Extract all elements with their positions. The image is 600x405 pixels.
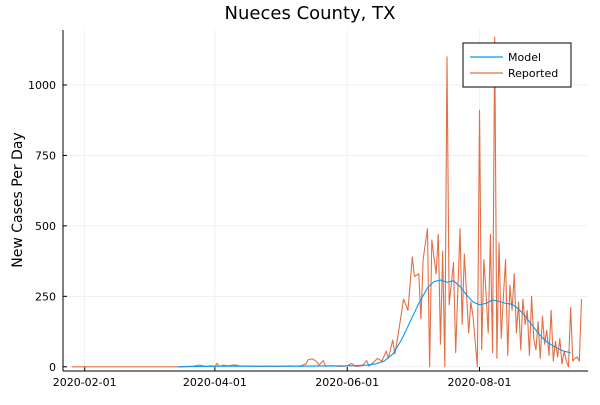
y-axis-label: New Cases Per Day bbox=[10, 132, 26, 267]
series-line-reported bbox=[71, 36, 583, 368]
x-tick-label: 2020-04-01 bbox=[183, 376, 247, 389]
y-tick-label: 0 bbox=[49, 361, 56, 374]
y-tick-label: 1000 bbox=[28, 79, 56, 92]
chart-title: Nueces County, TX bbox=[225, 3, 396, 24]
y-tick-label: 500 bbox=[35, 220, 56, 233]
x-tick-label: 2020-06-01 bbox=[315, 376, 379, 389]
y-tick-label: 250 bbox=[35, 290, 56, 303]
axes bbox=[62, 30, 588, 372]
x-tick-label: 2020-08-01 bbox=[448, 376, 512, 389]
series bbox=[71, 36, 583, 368]
x-tick-label: 2020-02-01 bbox=[53, 376, 117, 389]
series-line-model bbox=[177, 279, 571, 368]
legend: Model Reported bbox=[462, 42, 572, 88]
legend-label-model: Model bbox=[508, 51, 541, 64]
legend-box bbox=[462, 42, 572, 88]
legend-label-reported: Reported bbox=[508, 67, 558, 80]
y-tick-label: 750 bbox=[35, 149, 56, 162]
grid bbox=[63, 30, 588, 371]
tick-labels: 0 250 500 750 1000 2020-02-01 2020-04-01 2020-0… bbox=[28, 79, 511, 389]
